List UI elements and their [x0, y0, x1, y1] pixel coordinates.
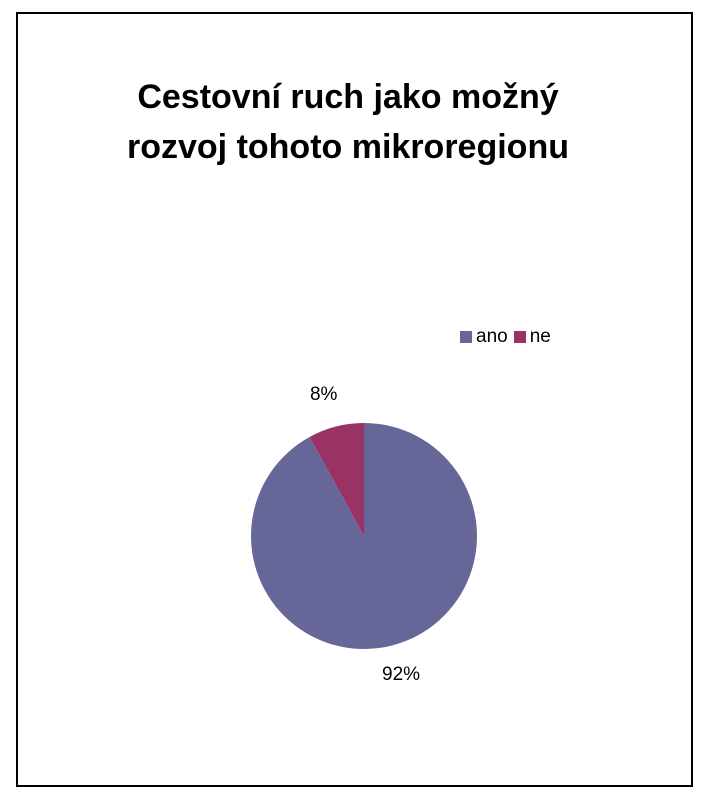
chart-title-line-1: Cestovní ruch jako možný [137, 78, 559, 116]
chart-legend: ano ne [460, 326, 557, 348]
data-label-ne: 8% [309, 383, 338, 405]
chart-title: Cestovní ruch jako možný rozvoj tohoto m… [18, 72, 678, 172]
legend-label-ne: ne [529, 326, 551, 347]
legend-item-ano: ano [460, 326, 508, 348]
legend-swatch-ne [513, 331, 526, 343]
legend-label-ano: ano [476, 326, 508, 347]
data-label-ano: 92% [382, 664, 421, 686]
pie-slice-ano [251, 423, 478, 649]
chart-title-line-2: rozvoj tohoto mikroregionu [127, 128, 569, 166]
pie-chart [251, 423, 478, 649]
chart-frame: Cestovní ruch jako možný rozvoj tohoto m… [16, 12, 693, 787]
legend-swatch-ano [460, 331, 472, 343]
legend-item-ne: ne [513, 326, 551, 348]
pie-slice-ne [309, 423, 364, 536]
